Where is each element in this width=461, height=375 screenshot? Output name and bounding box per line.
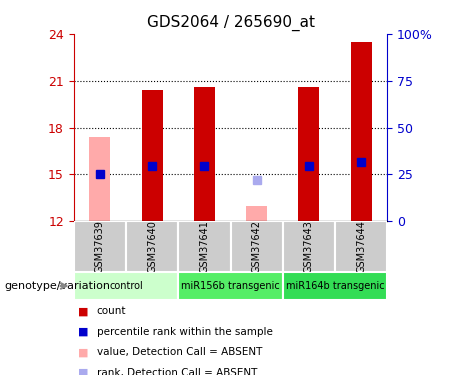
Bar: [74, 272, 178, 300]
Bar: [351, 42, 372, 221]
Bar: [126, 221, 178, 272]
Text: GSM37644: GSM37644: [356, 220, 366, 273]
Text: ■: ■: [78, 368, 89, 375]
Text: genotype/variation: genotype/variation: [5, 281, 111, 291]
Text: GSM37640: GSM37640: [147, 220, 157, 273]
Bar: [178, 272, 283, 300]
Title: GDS2064 / 265690_at: GDS2064 / 265690_at: [147, 15, 314, 31]
Text: ■: ■: [78, 348, 89, 357]
Bar: [298, 87, 319, 221]
Text: rank, Detection Call = ABSENT: rank, Detection Call = ABSENT: [97, 368, 257, 375]
Bar: [335, 221, 387, 272]
Text: percentile rank within the sample: percentile rank within the sample: [97, 327, 273, 337]
Text: GSM37639: GSM37639: [95, 220, 105, 273]
Bar: [178, 221, 230, 272]
Bar: [194, 87, 215, 221]
Text: count: count: [97, 306, 126, 316]
Text: GSM37643: GSM37643: [304, 220, 314, 273]
Bar: [89, 137, 110, 221]
Bar: [246, 206, 267, 221]
Text: GSM37641: GSM37641: [199, 220, 209, 273]
Text: miR164b transgenic: miR164b transgenic: [286, 281, 384, 291]
Text: miR156b transgenic: miR156b transgenic: [181, 281, 280, 291]
Bar: [74, 221, 126, 272]
Bar: [230, 221, 283, 272]
Text: ■: ■: [78, 306, 89, 316]
Text: ■: ■: [78, 327, 89, 337]
Bar: [283, 272, 387, 300]
Bar: [283, 221, 335, 272]
Text: control: control: [109, 281, 143, 291]
Text: value, Detection Call = ABSENT: value, Detection Call = ABSENT: [97, 348, 262, 357]
Text: GSM37642: GSM37642: [252, 220, 262, 273]
Bar: [142, 90, 163, 221]
